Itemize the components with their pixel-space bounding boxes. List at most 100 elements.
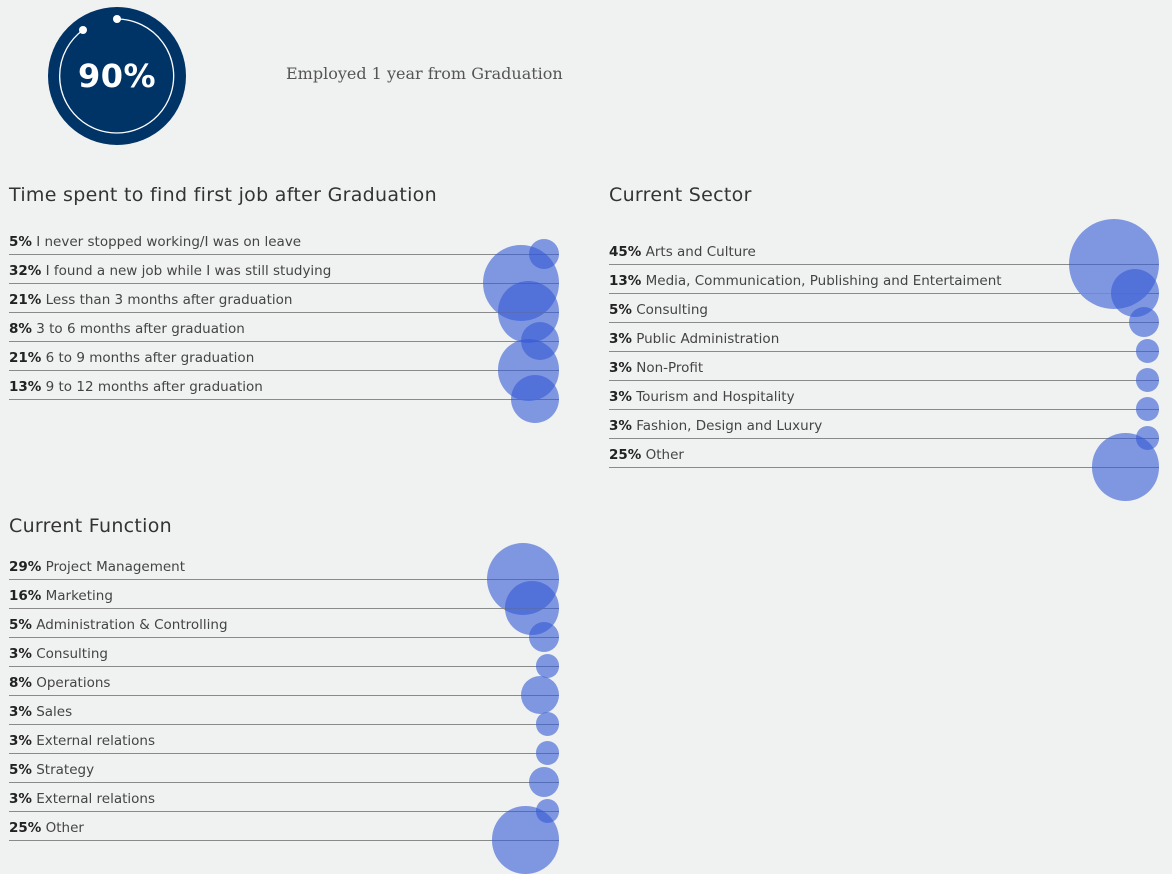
- row-divider: [9, 399, 559, 400]
- row-divider: [9, 695, 559, 696]
- row-label: 29% Project Management: [9, 559, 185, 575]
- section-title-current-function: Current Function: [9, 515, 173, 537]
- row-divider: [609, 322, 1159, 323]
- row-label-text: Non-Profit: [636, 360, 704, 376]
- row-percentage: 29%: [9, 559, 42, 575]
- row-divider: [609, 293, 1159, 294]
- list-item: 8% 3 to 6 months after graduation: [9, 321, 559, 360]
- value-bubble: [535, 741, 559, 765]
- row-label: 13% Media, Communication, Publishing and…: [609, 273, 1002, 289]
- row-label-text: 9 to 12 months after graduation: [45, 379, 263, 395]
- list-item: 32% I found a new job while I was still …: [9, 245, 559, 321]
- row-label-text: I found a new job while I was still stud…: [45, 263, 332, 279]
- value-bubble: [491, 806, 559, 874]
- row-label-text: Fashion, Design and Luxury: [636, 418, 823, 434]
- list-item: 3% Fashion, Design and Luxury: [609, 418, 1159, 450]
- row-label: 5% Strategy: [9, 762, 94, 778]
- row-label: 3% External relations: [9, 733, 155, 749]
- row-divider: [9, 840, 559, 841]
- row-percentage: 25%: [9, 820, 42, 836]
- list-item: 21% Less than 3 months after graduation: [9, 281, 559, 343]
- row-label: 3% Public Administration: [609, 331, 779, 347]
- row-label: 13% 9 to 12 months after graduation: [9, 379, 263, 395]
- row-percentage: 3%: [609, 331, 632, 347]
- row-divider: [9, 782, 559, 783]
- row-percentage: 5%: [9, 762, 32, 778]
- row-percentage: 3%: [9, 646, 32, 662]
- row-divider: [9, 666, 559, 667]
- row-divider: [9, 637, 559, 638]
- row-label: 3% Sales: [9, 704, 72, 720]
- row-label-text: 6 to 9 months after graduation: [45, 350, 255, 366]
- list-item: 16% Marketing: [9, 581, 559, 635]
- list-item: 29% Project Management: [9, 542, 559, 616]
- row-divider: [9, 579, 559, 580]
- row-label-text: Marketing: [45, 588, 113, 604]
- row-percentage: 21%: [9, 292, 42, 308]
- value-bubble: [1135, 368, 1159, 392]
- row-label-text: Tourism and Hospitality: [636, 389, 795, 405]
- value-bubble: [529, 622, 559, 652]
- row-percentage: 3%: [9, 733, 32, 749]
- row-divider: [9, 283, 559, 284]
- value-bubble: [1091, 433, 1159, 501]
- list-item: 3% Tourism and Hospitality: [609, 389, 1159, 421]
- row-label-text: Operations: [36, 675, 111, 691]
- list-item: 21% 6 to 9 months after graduation: [9, 339, 559, 401]
- row-label: 3% Non-Profit: [609, 360, 703, 376]
- row-label: 45% Arts and Culture: [609, 244, 756, 260]
- list-item: 3% Sales: [9, 704, 559, 736]
- row-percentage: 16%: [9, 588, 42, 604]
- list-item: 3% External relations: [9, 733, 559, 765]
- employment-rate-caption: Employed 1 year from Graduation: [286, 64, 563, 83]
- row-divider: [609, 264, 1159, 265]
- row-divider: [9, 724, 559, 725]
- value-bubble: [535, 654, 559, 678]
- list-item: 45% Arts and Culture: [609, 219, 1159, 309]
- row-label: 5% Consulting: [609, 302, 708, 318]
- list-item: 25% Other: [609, 433, 1159, 501]
- row-divider: [609, 409, 1159, 410]
- row-label-text: Administration & Controlling: [36, 617, 228, 633]
- row-label-text: 3 to 6 months after graduation: [36, 321, 245, 337]
- row-percentage: 45%: [609, 244, 642, 260]
- row-label: 5% Administration & Controlling: [9, 617, 228, 633]
- row-divider: [609, 380, 1159, 381]
- employment-rate-badge: 90%: [48, 7, 186, 145]
- row-percentage: 5%: [609, 302, 632, 318]
- row-divider: [9, 753, 559, 754]
- row-label-text: Consulting: [636, 302, 708, 318]
- row-label-text: External relations: [36, 791, 155, 807]
- row-percentage: 5%: [9, 617, 32, 633]
- list-item: 3% External relations: [9, 791, 559, 823]
- row-label-text: Strategy: [36, 762, 95, 778]
- row-divider: [9, 811, 559, 812]
- list-item: 3% Public Administration: [609, 331, 1159, 363]
- value-bubble: [1135, 397, 1159, 421]
- value-bubble: [1135, 339, 1159, 363]
- row-label: 21% 6 to 9 months after graduation: [9, 350, 254, 366]
- value-bubble: [535, 712, 559, 736]
- list-item: 5% Strategy: [9, 762, 559, 797]
- row-label-text: Project Management: [45, 559, 186, 575]
- list-item: 5% I never stopped working/I was on leav…: [9, 234, 559, 269]
- list-item: 3% Non-Profit: [609, 360, 1159, 392]
- row-percentage: 32%: [9, 263, 42, 279]
- row-label-text: Other: [645, 447, 684, 463]
- row-percentage: 8%: [9, 321, 32, 337]
- row-label: 3% Consulting: [9, 646, 108, 662]
- row-divider: [609, 438, 1159, 439]
- row-percentage: 8%: [9, 675, 32, 691]
- row-divider: [9, 254, 559, 255]
- value-bubble: [1129, 307, 1159, 337]
- row-divider: [9, 608, 559, 609]
- row-label-text: Consulting: [36, 646, 108, 662]
- section-title-current-sector: Current Sector: [609, 184, 752, 206]
- list-item: 13% 9 to 12 months after graduation: [9, 374, 559, 424]
- row-label-text: Arts and Culture: [645, 244, 756, 260]
- row-label: 5% I never stopped working/I was on leav…: [9, 234, 301, 250]
- row-divider: [9, 312, 559, 313]
- row-label-text: Other: [45, 820, 84, 836]
- row-percentage: 3%: [609, 360, 632, 376]
- list-item: 5% Consulting: [609, 302, 1159, 337]
